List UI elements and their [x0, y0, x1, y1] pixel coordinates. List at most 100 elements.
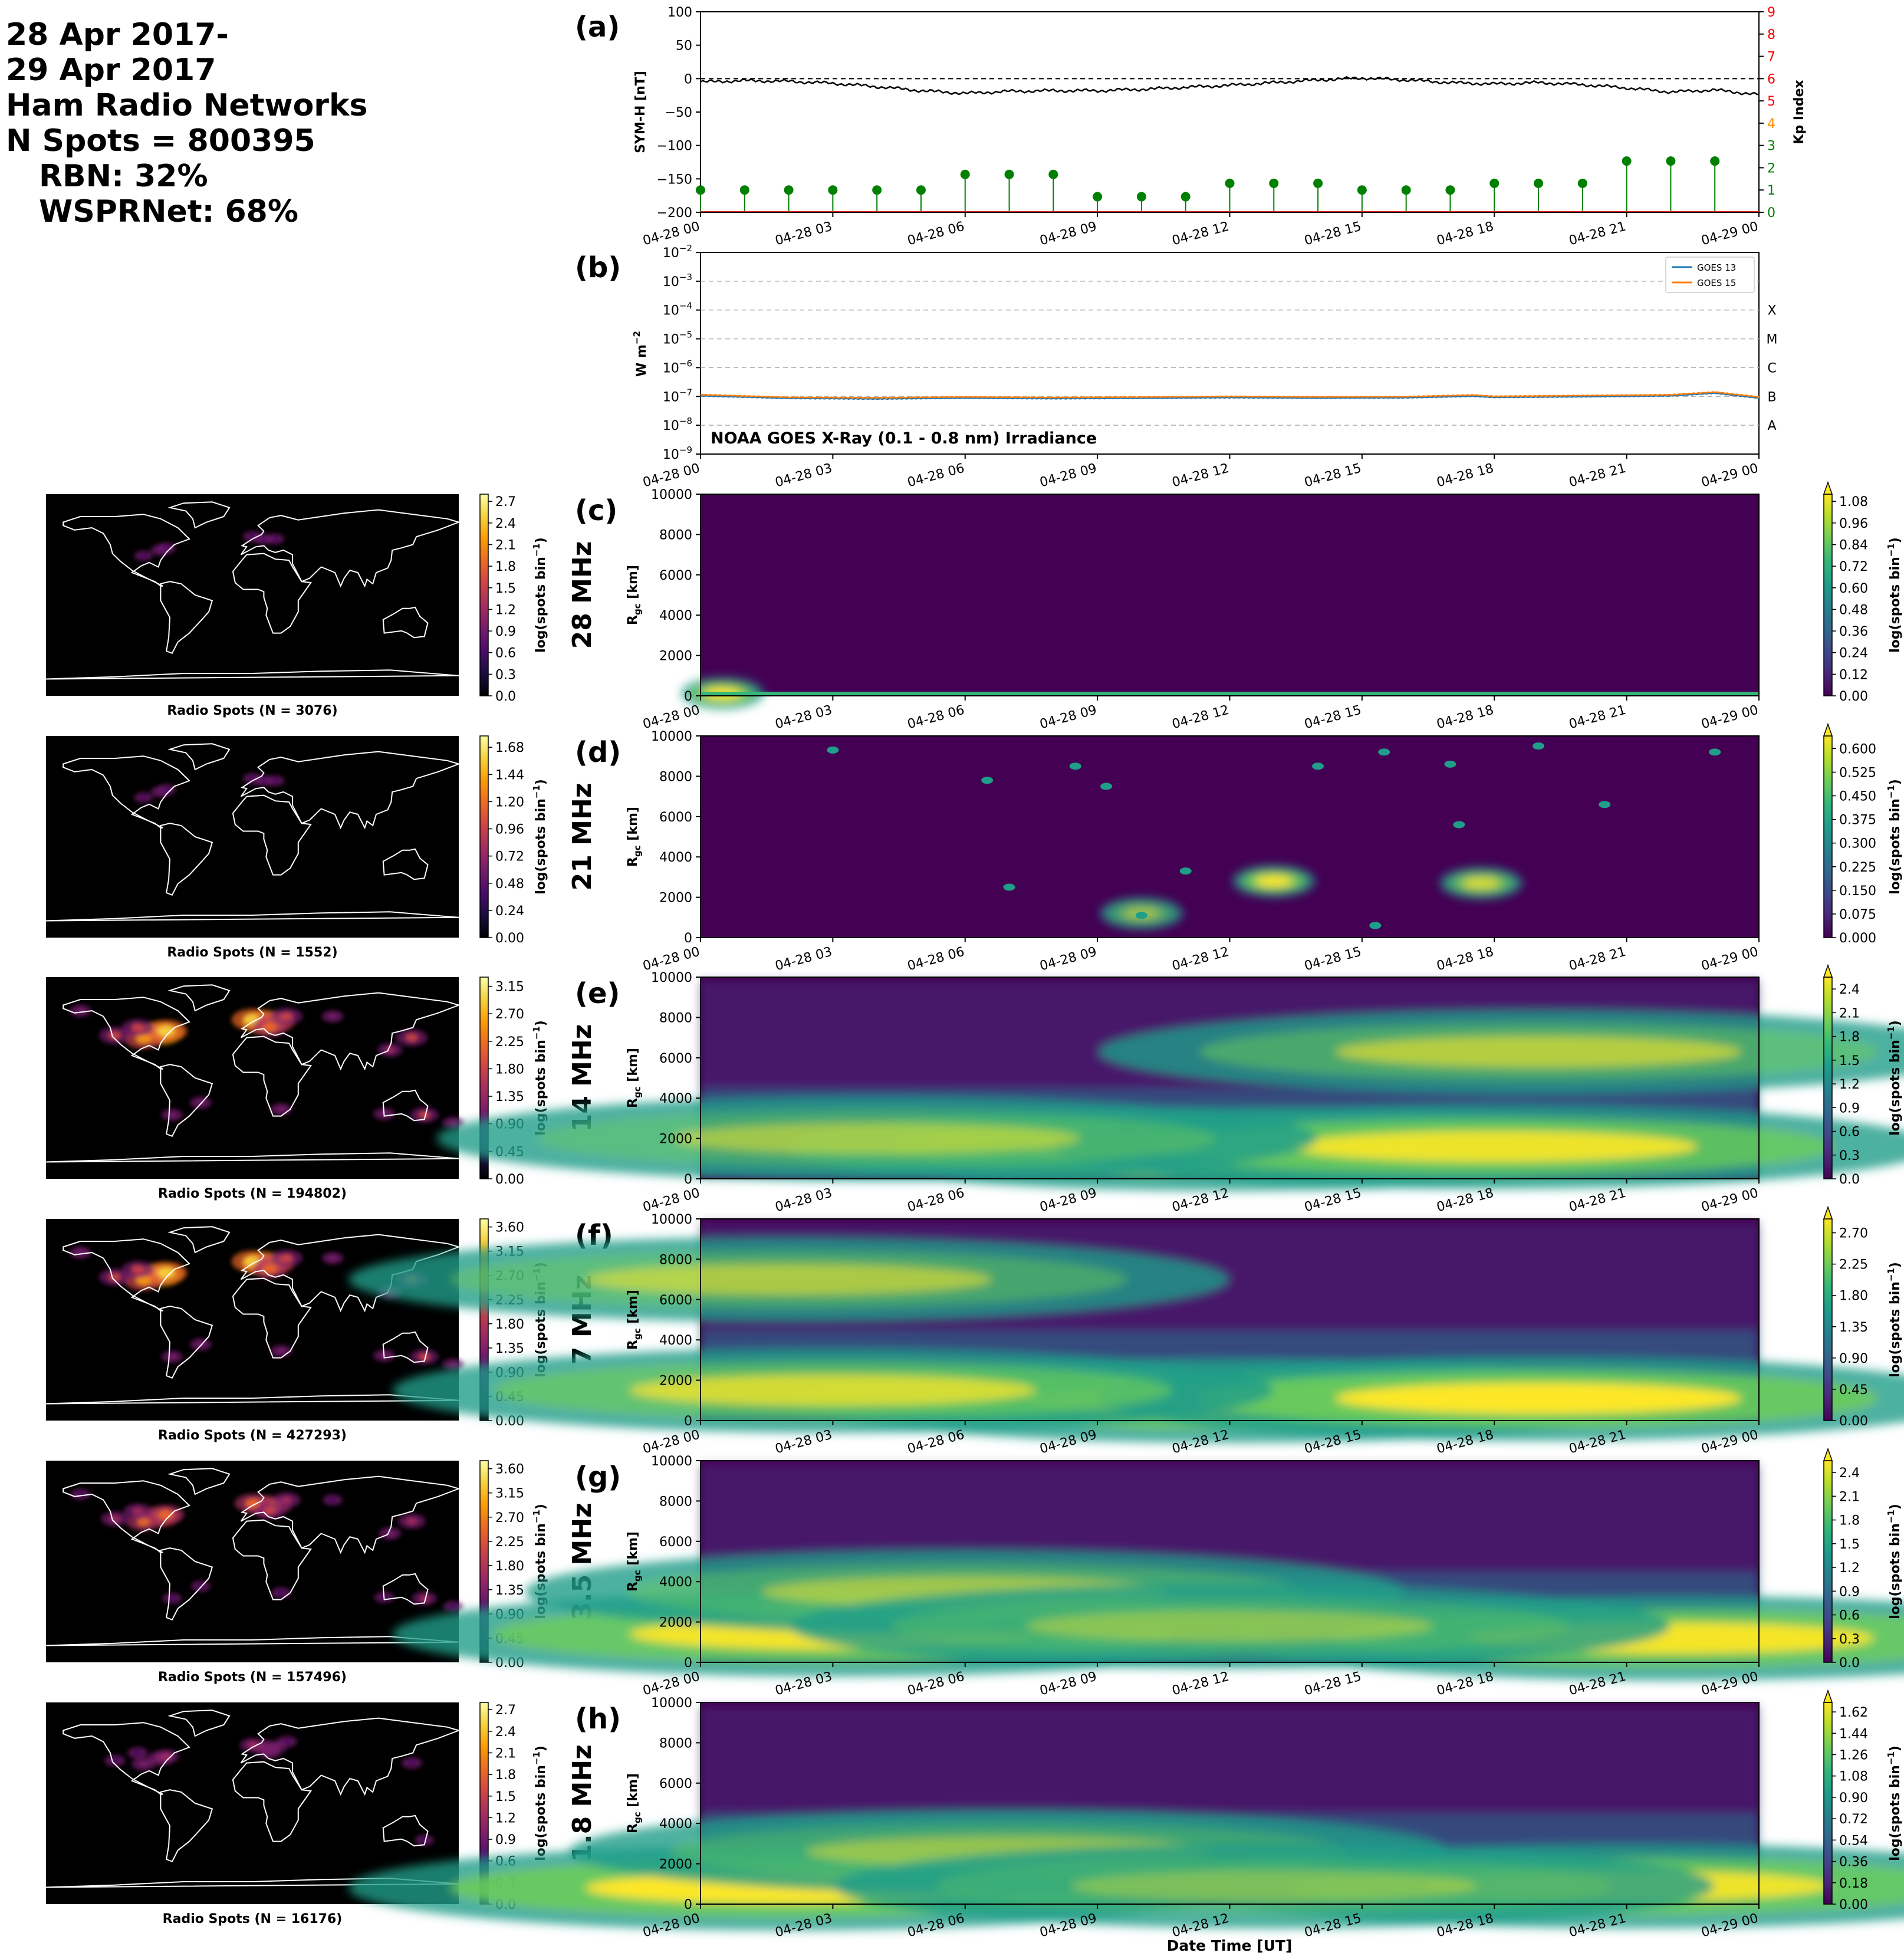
kp-marker [1004, 169, 1014, 179]
heatmap-colorbar-tick-label: 0.00 [1839, 1898, 1868, 1912]
heatmap-xtick-label: 04-28 21 [1567, 1186, 1627, 1215]
panel-b-xtick-label: 04-29 00 [1700, 461, 1760, 491]
heatmap-colorbar-tick-label: 1.26 [1839, 1748, 1868, 1763]
map-colorbar-tick-label: 1.2 [495, 603, 516, 617]
heatmap-colorbar-tick-label: 0.525 [1839, 765, 1876, 780]
symh-ytick-label: 100 [667, 5, 692, 20]
heatmap-xtick-label: 04-28 15 [1303, 703, 1363, 732]
map-colorbar-tick-label: 1.44 [495, 768, 524, 783]
heatmap-colorbar [1823, 494, 1833, 696]
heatmap-density [392, 1464, 1904, 1681]
heatmap-colorbar [1823, 1460, 1833, 1663]
goes-series-line [700, 392, 1760, 400]
spot-cluster-core [281, 1496, 293, 1504]
heatmap-background [701, 736, 1759, 938]
heatmap-colorbar-tick-label: 0.00 [1839, 1414, 1868, 1429]
rgc-ytick-label: 8000 [659, 1253, 692, 1267]
coastline [63, 1480, 190, 1553]
heatmap-colorbar-tick-label: 0.9 [1839, 1584, 1860, 1599]
panel-b-xtick-label: 04-28 15 [1303, 461, 1363, 491]
spot-cluster-core [157, 1267, 175, 1278]
rgc-ytick-label: 4000 [659, 1817, 692, 1832]
symh-ytick-label: −50 [665, 106, 692, 120]
goes-ytick-exponent: −2 [679, 243, 692, 254]
coastline [167, 1226, 231, 1254]
panel-b-xtick-label: 04-28 12 [1170, 461, 1231, 491]
heatmap-colorbar-label: log(spots bin−1) [1886, 1745, 1903, 1861]
rgc-ytick-label: 0 [684, 689, 692, 704]
heatmap-xtick-label: 04-28 06 [906, 945, 966, 974]
map-title: Radio Spots (N = 427293) [158, 1428, 347, 1443]
spot-cluster-core [245, 1498, 260, 1508]
heatmap-speck [1179, 867, 1192, 875]
map-colorbar-tick-label: 0.96 [495, 823, 524, 837]
map-colorbar-tick-label: 3.60 [495, 1462, 524, 1477]
rgc-ytick-label: 10000 [651, 488, 692, 502]
band-row-21-mhz: Radio Spots (N = 1552) 0.00 0.24 0.48 0.72 0.… [45, 722, 1903, 974]
goes-ytick-label: 10−4 [663, 301, 692, 318]
panel-b-ylabel-text: W m [634, 344, 649, 377]
coastline [240, 992, 461, 1071]
rgc-ytick-label: 8000 [659, 770, 692, 784]
map-title: Radio Spots (N = 1552) [167, 945, 337, 960]
coastline [160, 581, 213, 655]
kp-marker [1225, 178, 1235, 188]
heatmap-colorbar-tick-label: 1.2 [1839, 1077, 1860, 1092]
heatmap-xtick-label: 04-28 09 [1038, 1186, 1099, 1215]
heatmap-colorbar-extend-arrow [1823, 964, 1833, 978]
map-colorbar-tick-label: 2.4 [495, 1725, 516, 1740]
kp-marker [828, 185, 838, 195]
panel-a-x-ticks: 04-28 00 04-28 03 04-28 06 04-28 09 04-28 12… [642, 212, 1760, 248]
rgc-ytick-label: 4000 [659, 1092, 692, 1106]
spot-cluster-core [448, 1361, 458, 1368]
heatmap-xtick-label: 04-28 18 [1435, 703, 1495, 732]
heatmap-colorbar-tick-label: 0.3 [1839, 1632, 1860, 1647]
spot-cluster-core [418, 1353, 430, 1361]
heatmap-colorbar-tick-label: 0.12 [1839, 668, 1868, 682]
kp-marker [1445, 185, 1455, 195]
heatmap-colorbar-tick-label: 0.18 [1839, 1876, 1868, 1891]
map-colorbar-tick-label: 0.24 [495, 904, 524, 919]
kp-marker [1269, 178, 1279, 188]
legend-goes13-label: GOES 13 [1697, 262, 1736, 273]
panel-a-xtick-label: 04-28 03 [774, 219, 834, 249]
spot-cluster-core [385, 1530, 395, 1537]
map-spot-density [69, 1004, 464, 1129]
coastline [160, 1306, 213, 1379]
panel-b-xtick-label: 04-28 09 [1038, 461, 1099, 491]
flare-class-label: X [1767, 304, 1776, 318]
heatmap-xtick-label: 04-28 21 [1567, 945, 1627, 974]
coastline [232, 1519, 312, 1600]
rgc-ytick-label: 4000 [659, 1333, 692, 1348]
rgc-ylabel: Rgc [km] [626, 1048, 643, 1108]
heatmap-speck [1312, 762, 1324, 770]
heatmap-colorbar-label: log(spots bin−1) [1886, 779, 1903, 895]
panel-label: (g) [575, 1461, 621, 1494]
heatmap-colorbar-label: log(spots bin−1) [1886, 537, 1903, 653]
heatmap-blob-peak [1070, 1870, 1477, 1902]
heatmap-colorbar-tick-label: 0.48 [1839, 603, 1868, 617]
goes-ytick-base: 10 [663, 275, 679, 290]
spot-cluster-core [405, 1033, 419, 1042]
heatmap-blob-peak [1462, 877, 1501, 889]
heatmap-xtick-label: 04-28 18 [1435, 945, 1495, 974]
spot-cluster-core [157, 1025, 175, 1037]
header-line-2: 29 Apr 2017 [6, 52, 216, 88]
rgc-ytick-label: 2000 [659, 1858, 692, 1872]
rgc-ytick-label: 8000 [659, 1494, 692, 1509]
heatmap-colorbar-tick-label: 0.36 [1839, 624, 1868, 639]
symh-ytick-label: 50 [676, 39, 692, 54]
map-colorbar-tick-label: 0.00 [495, 931, 524, 946]
coastline [382, 1573, 429, 1605]
coastline [382, 606, 429, 639]
goes-ytick-exponent: −4 [679, 301, 692, 311]
map-colorbar-tick-label: 2.4 [495, 517, 516, 531]
spot-cluster-core [131, 1023, 144, 1032]
heatmap-colorbar-tick-label: 0.90 [1839, 1352, 1868, 1366]
coastline [232, 1277, 312, 1359]
heatmap-colorbar-extend-arrow [1823, 722, 1833, 737]
rgc-ytick-label: 2000 [659, 1132, 692, 1147]
header-line-4: N Spots = 800395 [6, 123, 315, 159]
